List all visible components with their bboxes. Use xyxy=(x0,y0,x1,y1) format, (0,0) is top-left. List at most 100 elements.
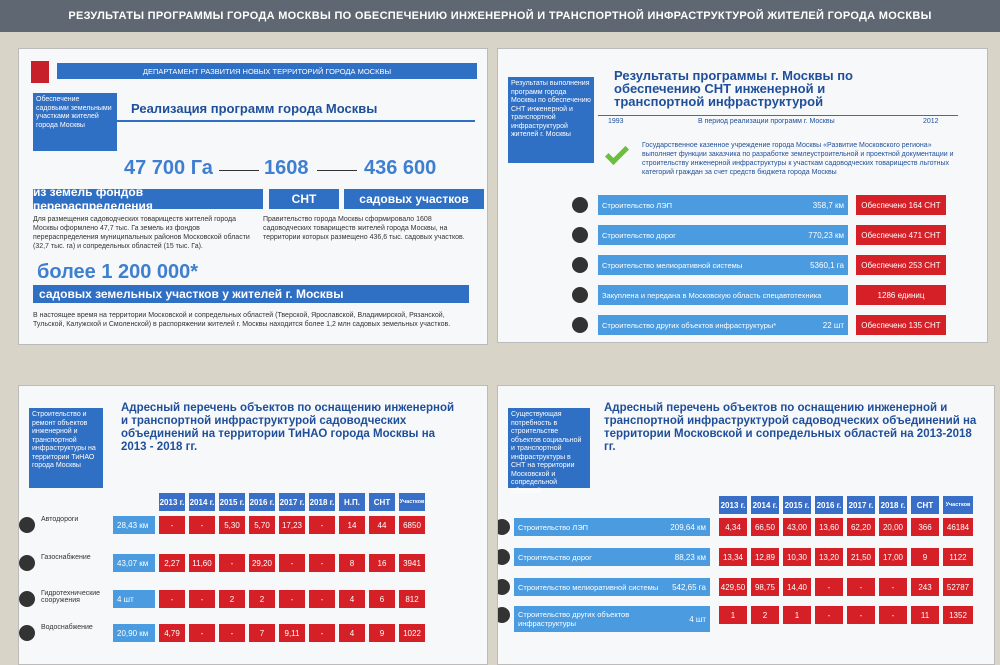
icon xyxy=(19,555,35,571)
cell: 4,34 xyxy=(719,518,747,536)
row-result: Обеспечено 471 СНТ xyxy=(856,225,946,245)
row-name: Строительство ЛЭП 209,64 км xyxy=(514,518,710,536)
column-header: 2014 г. xyxy=(751,496,779,514)
cell: 2 xyxy=(249,590,275,608)
row-label: Закуплена и передана в Московскую област… xyxy=(602,290,822,300)
paragraph: Для размещения садоводческих товариществ… xyxy=(33,216,250,250)
cell: 17,00 xyxy=(879,548,907,566)
row-value: 20,90 км xyxy=(113,624,155,642)
cell: 13,60 xyxy=(815,518,843,536)
cell: 1352 xyxy=(943,606,973,624)
column-header: СНТ xyxy=(369,493,395,511)
row-label: Строительство мелиоративной системы xyxy=(518,582,659,592)
column-header: 2014 г. xyxy=(189,493,215,511)
column-header: 2015 г. xyxy=(219,493,245,511)
icon xyxy=(498,607,510,623)
header-bar: РЕЗУЛЬТАТЫ ПРОГРАММЫ ГОРОДА МОСКВЫ ПО ОБ… xyxy=(0,0,1000,32)
row-label: Газоснабжение xyxy=(41,554,91,561)
row-name: Строительство дорог 770,23 км xyxy=(598,225,848,245)
cell: - xyxy=(219,624,245,642)
row-value: 209,64 км xyxy=(670,522,706,532)
cell: 429,50 xyxy=(719,578,747,596)
cell: 52787 xyxy=(943,578,973,596)
row-value: 5360,1 га xyxy=(810,260,844,270)
cell: 243 xyxy=(911,578,939,596)
row-name: Закуплена и передана в Московскую област… xyxy=(598,285,848,305)
arrow xyxy=(317,170,357,171)
cell: - xyxy=(815,606,843,624)
stat-label: СНТ xyxy=(269,189,339,209)
row-value: 22 шт xyxy=(822,320,844,330)
cell: 16 xyxy=(369,554,395,572)
row-name: Строительство мелиоративной системы 5360,… xyxy=(598,255,848,275)
side-box: Результаты выполнения программ города Мо… xyxy=(508,77,594,163)
row-name: Строительство ЛЭП 358,7 км xyxy=(598,195,848,215)
icon xyxy=(19,591,35,607)
row-value: 43,07 км xyxy=(113,554,155,572)
cell: 43,00 xyxy=(783,518,811,536)
row-value: 358,7 км xyxy=(812,200,844,210)
row-name: Строительство других объектов инфраструк… xyxy=(514,606,710,632)
column-header: 2013 г. xyxy=(159,493,185,511)
icon xyxy=(498,579,510,595)
checkmark xyxy=(604,140,630,166)
icon xyxy=(572,317,588,333)
row-name: Строительство мелиоративной системы 542,6… xyxy=(514,578,710,596)
cell: 812 xyxy=(399,590,425,608)
flag xyxy=(31,61,49,83)
row-result: Обеспечено 253 СНТ xyxy=(856,255,946,275)
column-header: 2018 г. xyxy=(879,496,907,514)
cell: - xyxy=(879,578,907,596)
stat-label: из земель фондов перераспределения xyxy=(33,185,263,213)
cell: - xyxy=(309,624,335,642)
cell: 3941 xyxy=(399,554,425,572)
cell: 66,50 xyxy=(751,518,779,536)
footnote: В настоящее время на территории Московск… xyxy=(33,312,451,328)
column-header: Участков xyxy=(399,493,425,511)
row-value: 542,65 га xyxy=(672,582,706,592)
row-value: 88,23 км xyxy=(674,552,706,562)
cell: 14,40 xyxy=(783,578,811,596)
cell: - xyxy=(309,554,335,572)
cell: 13,20 xyxy=(815,548,843,566)
cell: 1 xyxy=(783,606,811,624)
panel: Существующая потребность в строительстве… xyxy=(497,385,995,665)
arrow xyxy=(219,170,259,171)
cell: 62,20 xyxy=(847,518,875,536)
column-header: 2017 г. xyxy=(279,493,305,511)
column-header: Участков xyxy=(943,496,973,514)
timeline-label: 1993 xyxy=(608,118,624,125)
heading: Реализация программ города Москвы xyxy=(115,101,475,122)
cell: 10,30 xyxy=(783,548,811,566)
cell: - xyxy=(847,578,875,596)
column-header: 2016 г. xyxy=(249,493,275,511)
timeline-line xyxy=(598,115,958,116)
cell: - xyxy=(189,590,215,608)
stat: 436 600 xyxy=(364,157,437,179)
column-header: 2016 г. xyxy=(815,496,843,514)
icon xyxy=(19,517,35,533)
row-label: Строительство дорог xyxy=(518,552,592,562)
cell: 46184 xyxy=(943,518,973,536)
cell: - xyxy=(309,516,335,534)
cell: 14 xyxy=(339,516,365,534)
cell: 2 xyxy=(219,590,245,608)
cell: 17,23 xyxy=(279,516,305,534)
stat: 1608 xyxy=(264,157,309,179)
stat-label: садовых участков xyxy=(344,189,484,209)
icon xyxy=(19,625,35,641)
cell: - xyxy=(279,554,305,572)
row-label: Гидротехнические сооружения xyxy=(41,590,101,604)
icon xyxy=(572,227,588,243)
cell: 9 xyxy=(911,548,939,566)
row-value: 28,43 км xyxy=(113,516,155,534)
big-number: более 1 200 000* xyxy=(37,261,199,283)
row-result: Обеспечено 164 СНТ xyxy=(856,195,946,215)
cell: 4,79 xyxy=(159,624,185,642)
cell: 4 xyxy=(339,624,365,642)
column-header: 2018 г. xyxy=(309,493,335,511)
row-label: Строительство других объектов инфраструк… xyxy=(602,320,777,330)
cell: - xyxy=(815,578,843,596)
icon xyxy=(572,257,588,273)
